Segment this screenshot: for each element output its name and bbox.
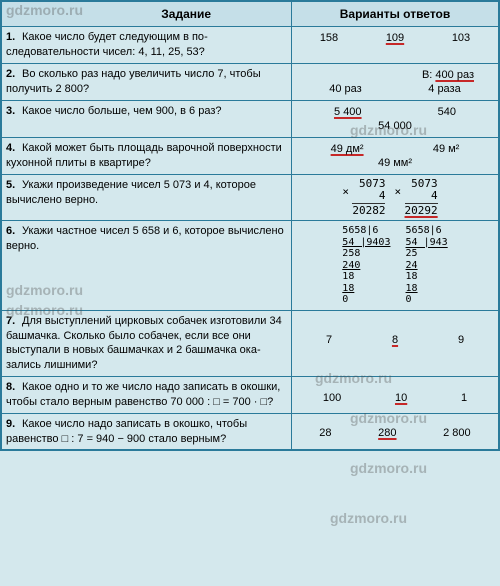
correct-answer: 280	[378, 427, 396, 439]
division-1: 5658|6 54 |9403 258 240 18 18 0	[342, 225, 390, 306]
correct-answer: 5 400	[334, 106, 362, 118]
quiz-table: gdzmoro.ru Задание Варианты ответов 1.Ка…	[0, 0, 500, 451]
calc-wrong: 5073420282	[352, 178, 385, 217]
correct-answer: 8	[392, 334, 398, 346]
answers-9: 282802 800	[292, 413, 500, 450]
correct-answer: 109	[386, 32, 404, 44]
task-5: 5.Укажи произведение чисел 5 073 и 4, ко…	[1, 174, 292, 220]
answers-5: 5073420282 5073420292	[292, 174, 500, 220]
watermark: gdzmoro.ru	[330, 510, 407, 526]
task-9: 9.Какое число надо записать в окошко, чт…	[1, 413, 292, 450]
division-2-correct: 5658|6 54 |943 25 24 18 18 0	[406, 225, 448, 306]
answers-4: 49 дм²49 м² 49 мм²	[292, 137, 500, 174]
calc-correct: 5073420292	[405, 178, 438, 217]
answers-1: 158109103	[292, 27, 500, 64]
answers-7: 789	[292, 310, 500, 376]
task-1: 1.Какое число будет следующим в по­следо…	[1, 27, 292, 64]
answers-8: 100101	[292, 377, 500, 414]
task-2: 2.Во сколько раз надо увеличить число 7,…	[1, 63, 292, 100]
task-6: 6.Укажи частное чисел 5 658 и 6, кото­ро…	[1, 221, 292, 311]
answers-3: 5 400540 54 000	[292, 100, 500, 137]
answers-2: В: 400 раз 40 раз4 раза	[292, 63, 500, 100]
correct-answer: 10	[395, 392, 407, 404]
header-task: gdzmoro.ru Задание	[1, 1, 292, 27]
task-8: 8.Какое одно и то же число надо запи­сат…	[1, 377, 292, 414]
header-answers: Варианты ответов	[292, 1, 500, 27]
correct-answer: 400 раз	[435, 69, 474, 81]
watermark: gdzmoro.ru	[350, 460, 427, 476]
task-3: 3.Какое число больше, чем 900, в 6 раз?	[1, 100, 292, 137]
task-4: 4.Какой может быть площадь варочной пове…	[1, 137, 292, 174]
task-7: 7.Для выступлений цирковых собачек изгот…	[1, 310, 292, 376]
correct-answer: 49 дм²	[331, 143, 364, 155]
answers-6: 5658|6 54 |9403 258 240 18 18 0 5658|6 5…	[292, 221, 500, 311]
